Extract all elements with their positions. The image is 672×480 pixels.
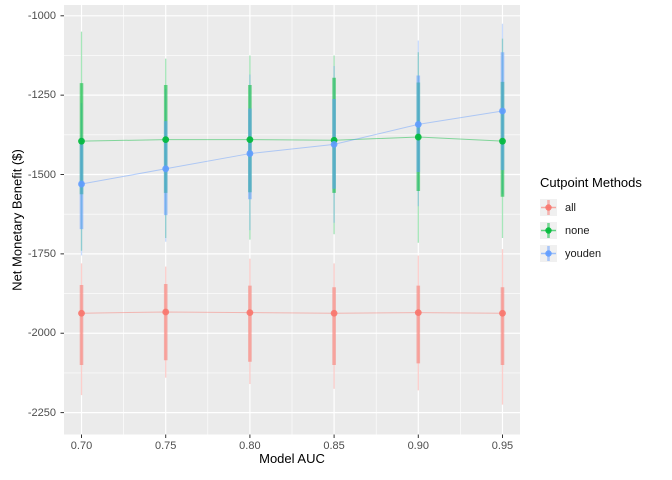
- series-youden-point: [78, 180, 85, 188]
- legend-title: Cutpoint Methods: [540, 175, 642, 190]
- series-none-point: [499, 137, 506, 145]
- legend-item-none: none: [540, 222, 642, 239]
- series-youden-point: [414, 120, 422, 128]
- series-all-point: [330, 309, 338, 317]
- series-all-point: [499, 309, 506, 317]
- y-tick-label: -1750: [27, 247, 56, 260]
- series-youden-point: [162, 165, 170, 173]
- series-youden-line: [81, 110, 503, 185]
- y-tick-label: -2250: [27, 406, 56, 419]
- series-all-point: [414, 309, 422, 317]
- x-tick-label: 0.80: [239, 440, 261, 452]
- y-tick-label: -1000: [27, 9, 56, 22]
- series-none-point: [162, 136, 170, 143]
- x-tick-label: 0.70: [70, 440, 93, 452]
- legend: Cutpoint Methods all none youden: [540, 175, 642, 268]
- legend-item-all: all: [540, 199, 642, 216]
- series-none-point: [414, 133, 422, 141]
- y-tick-label: -1500: [27, 168, 56, 181]
- x-tick-label: 0.90: [407, 440, 429, 452]
- legend-label: none: [565, 224, 590, 237]
- series-youden-point: [499, 107, 506, 115]
- legend-key-youden-icon: [540, 245, 557, 262]
- legend-label: all: [565, 201, 577, 214]
- series-none-point: [78, 137, 85, 145]
- series-youden-point: [330, 140, 338, 148]
- series-all-point: [246, 309, 254, 317]
- legend-item-youden: youden: [540, 245, 642, 262]
- x-tick-label: 0.85: [323, 440, 345, 452]
- x-tick-label: 0.75: [154, 440, 177, 452]
- legend-key-all-icon: [540, 199, 557, 216]
- legend-label: youden: [565, 247, 602, 260]
- series-none-point: [246, 136, 254, 143]
- y-tick-label: -1250: [27, 89, 56, 102]
- y-axis-title: Net Monetary Benefit ($): [9, 149, 25, 291]
- series-all-point: [162, 308, 170, 316]
- series-all-point: [78, 309, 85, 317]
- series-youden-point: [246, 150, 254, 157]
- series-all-line: [81, 311, 503, 314]
- legend-key-none-icon: [540, 222, 557, 239]
- x-axis-title: Model AUC: [259, 451, 325, 466]
- series-none-line: [81, 136, 503, 142]
- y-tick-label: -2000: [27, 327, 56, 340]
- x-tick-label: 0.95: [491, 440, 514, 452]
